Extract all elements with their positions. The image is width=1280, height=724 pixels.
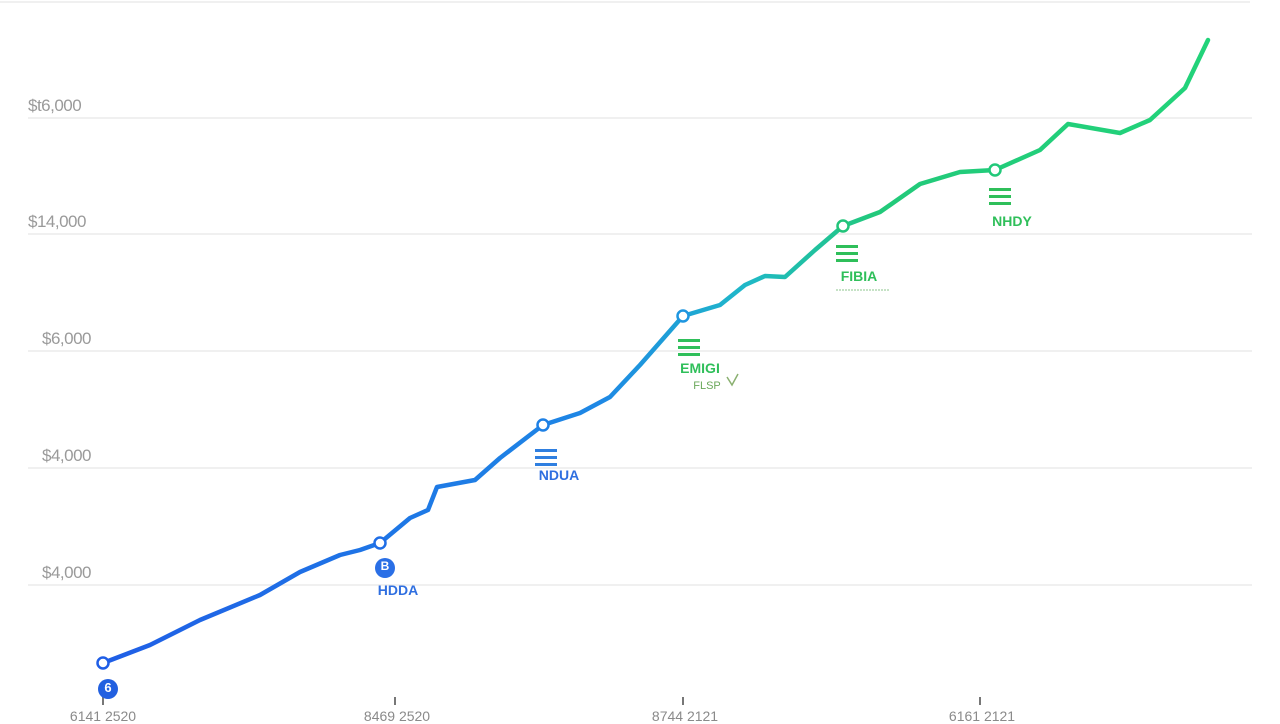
annotation-sublabel: FLSP (693, 380, 721, 392)
stacked-bars-icon (989, 188, 1011, 205)
data-line (100, 37, 1211, 666)
annotation-label: HDDA (377, 582, 419, 598)
y-tick-label: $4,000 (42, 563, 92, 582)
x-tick-label: 8744 2121 (651, 708, 719, 724)
badge-circle-icon (98, 679, 118, 699)
badge-glyph: 6 (104, 680, 112, 695)
x-tick-label: 8469 2520 (363, 708, 431, 724)
check-icon (726, 373, 739, 387)
x-tick-label: 6161 2121 (948, 708, 1016, 724)
stacked-bars-icon (678, 339, 700, 356)
y-tick-label: $4,000 (42, 446, 92, 465)
y-tick-label: $t6,000 (28, 96, 82, 115)
x-tick-label: 6141 2520 (69, 708, 137, 724)
annotation-label: FIBIA (840, 268, 878, 284)
stacked-bars-icon (535, 449, 557, 466)
badge-circle-icon (375, 558, 395, 578)
data-markers (96, 163, 1002, 670)
annotation-label: NDUA (538, 467, 580, 483)
annotation-label: NHDY (992, 213, 1032, 229)
annotation-label: EMIGI (680, 360, 720, 376)
y-tick-label: $14,000 (28, 212, 86, 231)
stacked-bars-icon (836, 245, 858, 262)
x-axis-ticks (102, 697, 981, 705)
gridlines (0, 1, 1252, 586)
badge-glyph: B (380, 559, 390, 573)
y-tick-label: $6,000 (42, 329, 92, 348)
